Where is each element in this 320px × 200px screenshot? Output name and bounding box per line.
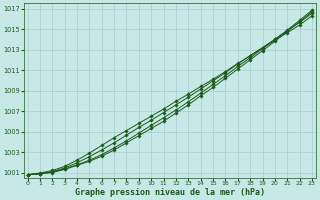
X-axis label: Graphe pression niveau de la mer (hPa): Graphe pression niveau de la mer (hPa)	[75, 188, 265, 197]
